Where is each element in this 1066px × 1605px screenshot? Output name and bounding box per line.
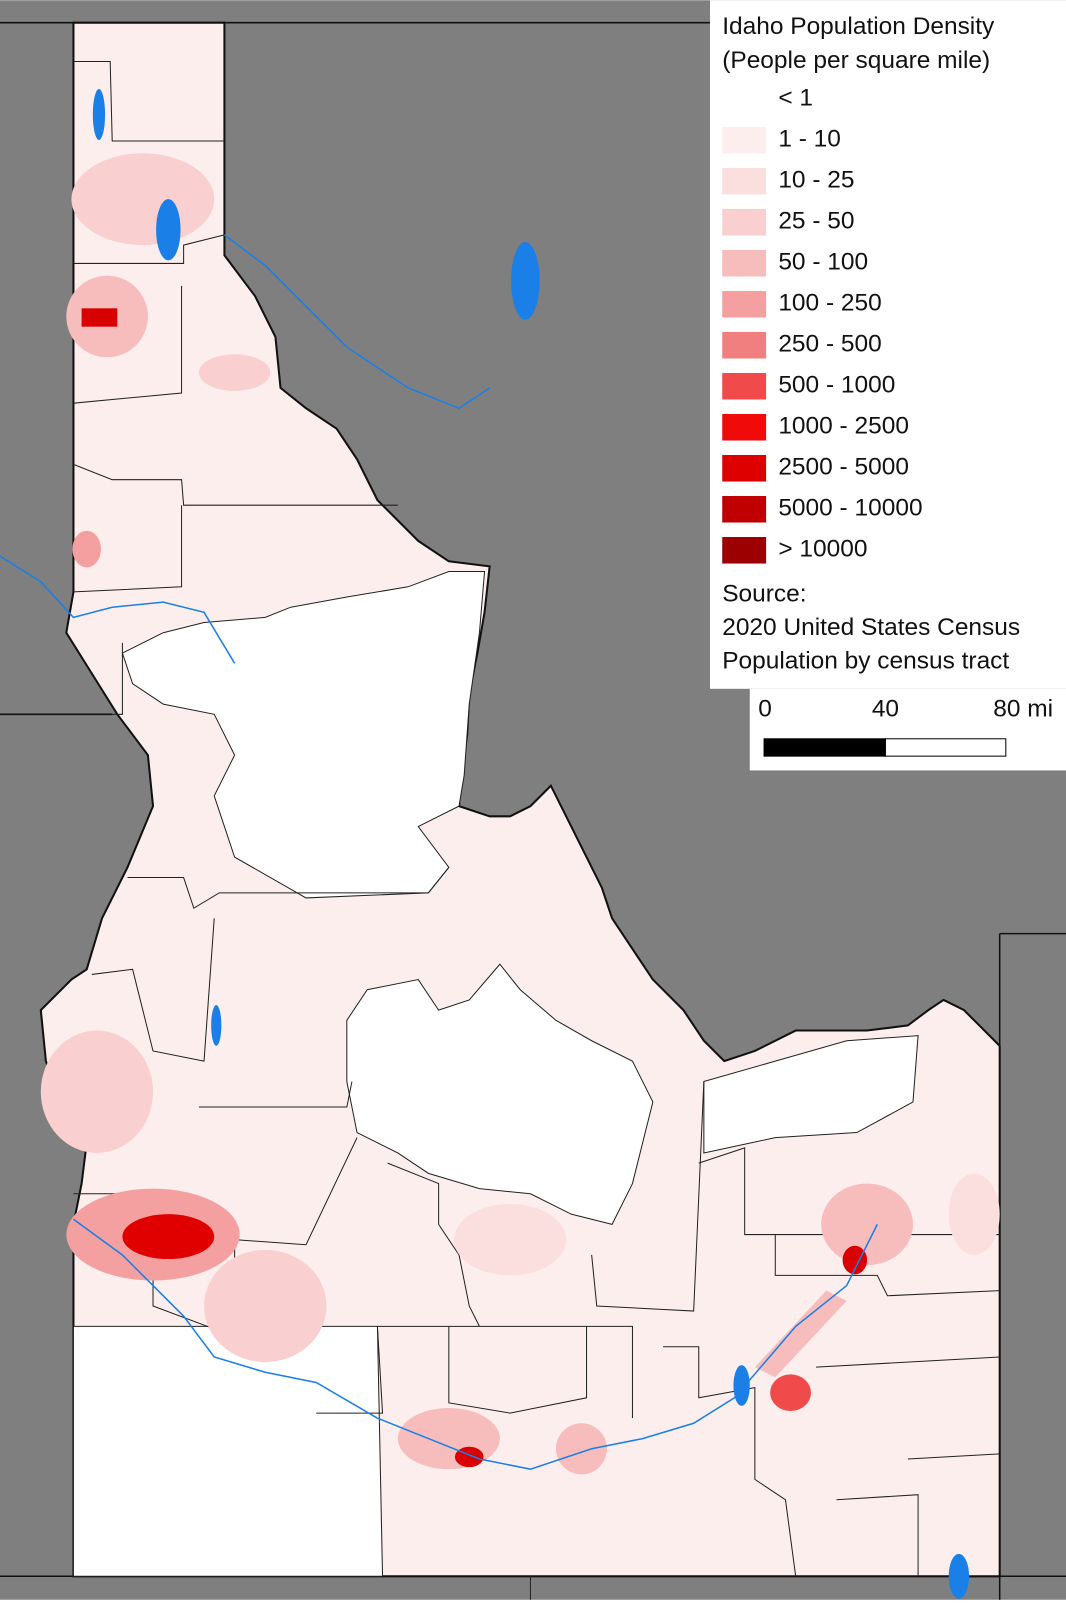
river xyxy=(72,1218,878,1470)
county-line xyxy=(73,285,183,404)
density-area xyxy=(40,1030,154,1153)
legend-box xyxy=(709,0,1066,689)
area xyxy=(121,570,486,899)
county-line xyxy=(73,463,398,506)
county-line xyxy=(91,918,215,1062)
legend-label: < 1 xyxy=(778,85,813,112)
legend-label: 10 - 25 xyxy=(778,167,854,194)
density-area xyxy=(821,1183,913,1266)
lake xyxy=(948,1553,970,1599)
uninhabited-areas xyxy=(72,570,919,1577)
county-line xyxy=(836,1494,919,1577)
legend-swatch xyxy=(722,496,767,523)
county-line xyxy=(127,867,450,909)
area xyxy=(346,963,654,1225)
legend-label: 25 - 50 xyxy=(778,208,854,235)
density-area xyxy=(122,1214,215,1260)
density-area xyxy=(454,1446,484,1468)
legend-swatch xyxy=(722,537,767,564)
legend-title: (People per square mile) xyxy=(722,47,990,74)
legend-label: > 10000 xyxy=(778,536,867,563)
county-line xyxy=(816,1356,1000,1368)
lake xyxy=(733,1365,750,1406)
county-line xyxy=(387,1162,480,1327)
scale-label: 80 mi xyxy=(993,696,1053,723)
density-area xyxy=(453,1203,567,1276)
legend-swatch xyxy=(722,208,767,236)
county-line xyxy=(663,1346,797,1577)
water xyxy=(0,88,970,1599)
density-area xyxy=(842,1245,868,1275)
legend-swatch xyxy=(722,126,767,154)
legend-swatch xyxy=(722,455,767,482)
legend: Idaho Population Density (People per squa… xyxy=(722,13,1053,757)
county-line xyxy=(73,234,225,264)
scale-box xyxy=(749,688,1066,771)
county-line xyxy=(591,1081,705,1312)
lake xyxy=(156,199,181,261)
legend-label: 250 - 500 xyxy=(778,331,881,358)
lake xyxy=(92,88,106,140)
legend-label: 2500 - 5000 xyxy=(778,454,909,481)
scale-label: 0 xyxy=(758,696,772,723)
legend-title: Idaho Population Density xyxy=(722,13,995,40)
legend-swatch xyxy=(722,331,767,359)
legend-swatch xyxy=(722,85,767,113)
lake xyxy=(211,1005,222,1046)
lake xyxy=(511,242,540,320)
scale-label: 40 xyxy=(872,696,899,723)
density-area xyxy=(81,308,118,327)
area xyxy=(72,1325,384,1577)
county-line xyxy=(73,505,183,593)
legend-swatch xyxy=(722,249,767,277)
density-area xyxy=(754,1290,847,1378)
density-area xyxy=(198,354,271,391)
legend-label: 100 - 250 xyxy=(778,290,881,317)
legend-swatch xyxy=(722,290,767,318)
density-area xyxy=(204,1249,327,1363)
density-area xyxy=(948,1173,1000,1255)
legend-swatch xyxy=(722,167,767,195)
source-text: Source: xyxy=(722,580,806,607)
density-shading xyxy=(40,153,1000,1475)
legend-swatch xyxy=(722,372,767,400)
county-line xyxy=(198,1081,353,1108)
legend-label: 5000 - 10000 xyxy=(778,495,922,522)
legend-swatch xyxy=(722,413,767,441)
source-text: Population by census tract xyxy=(722,648,1009,675)
legend-label: 1 - 10 xyxy=(778,126,841,153)
scale-bar-light xyxy=(884,738,1007,757)
county-line xyxy=(316,1325,633,1419)
idaho xyxy=(39,21,1001,1578)
area xyxy=(703,1035,919,1154)
density-area xyxy=(71,153,215,246)
scale-bar-dark xyxy=(763,738,886,757)
density-area xyxy=(555,1423,607,1475)
county-line xyxy=(73,60,225,142)
county-line xyxy=(774,1234,1000,1297)
legend-label: 500 - 1000 xyxy=(778,372,895,399)
river xyxy=(223,234,491,410)
density-area xyxy=(72,530,101,568)
county-line xyxy=(907,1453,1000,1460)
source-text: 2020 United States Census xyxy=(722,614,1020,641)
river xyxy=(0,555,236,664)
county-line xyxy=(112,642,123,715)
county-line xyxy=(448,1326,588,1414)
legend-label: 50 - 100 xyxy=(778,249,868,276)
density-area xyxy=(770,1374,811,1412)
legend-label: 1000 - 2500 xyxy=(778,413,909,440)
